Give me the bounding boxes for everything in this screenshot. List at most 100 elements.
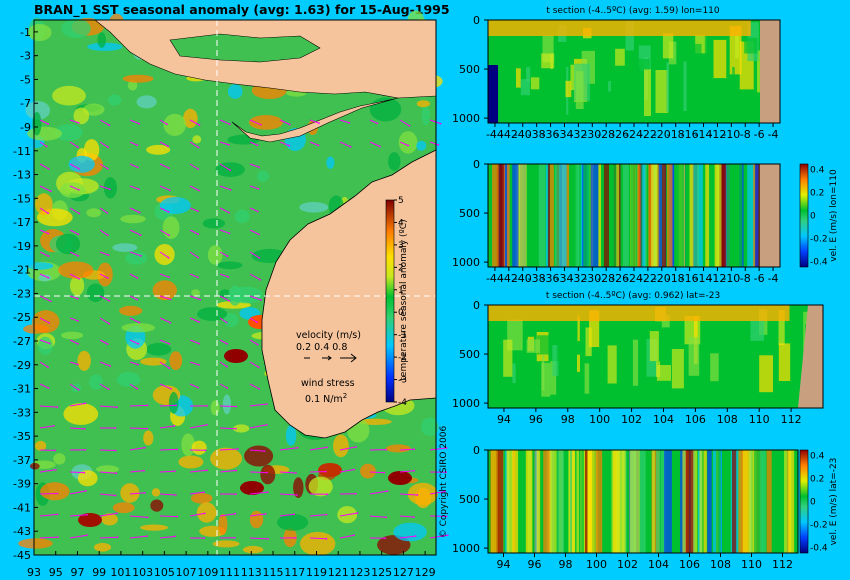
wind-vector: [39, 141, 47, 147]
lat-tick-label: -25: [13, 311, 31, 324]
lat-tick-label: -1: [20, 26, 31, 39]
wind-vector-head: [108, 322, 111, 325]
sst-patch: [35, 440, 47, 451]
wind-vector: [339, 512, 358, 517]
wind-vector-head: [228, 300, 231, 302]
sst-patch: [190, 493, 213, 504]
section-patch: [575, 71, 584, 109]
lon-tick-label: 111: [219, 566, 240, 579]
section-panel-2: 05001000-44-42-40-38-36-34-32-30-28-26-2…: [452, 158, 839, 285]
sst-patch: [59, 182, 86, 199]
wind-vector-head: [47, 232, 50, 235]
wind-vector: [69, 317, 79, 322]
sst-patch: [63, 403, 99, 425]
wind-vector: [219, 405, 237, 407]
wind-vector: [339, 469, 355, 473]
wind-vector: [399, 141, 409, 146]
x-tick-label: -42: [500, 272, 518, 285]
wind-vector: [69, 229, 79, 235]
section-patch: [662, 450, 666, 553]
wind-vector-head: [85, 490, 87, 492]
wind-vector: [189, 361, 200, 366]
section-patch: [503, 339, 513, 377]
wind-vector: [129, 251, 142, 257]
wind-vector-head: [265, 423, 268, 426]
section-patch: [716, 164, 722, 267]
section-patch: [589, 310, 600, 347]
section-patch: [541, 53, 555, 69]
wind-vector-head: [227, 144, 230, 146]
section-patch: [492, 164, 499, 267]
wind-vector-head: [258, 387, 260, 390]
section-patch: [720, 164, 726, 267]
section-patch: [707, 450, 712, 553]
sst-patch: [108, 94, 122, 106]
x-tick-label: -26: [611, 128, 629, 141]
velocity-colorbar-tick: -0.4: [810, 257, 828, 267]
velocity-colorbar: [799, 163, 809, 268]
section-patch: [550, 361, 557, 395]
wind-vector-head: [258, 166, 260, 169]
section-patch: [629, 450, 637, 553]
wind-vector-head: [146, 427, 149, 430]
sst-patch: [61, 18, 91, 39]
cold-patch: [488, 65, 498, 123]
wind-vector-head: [78, 167, 80, 170]
sst-patch: [27, 262, 54, 270]
sst-patch: [168, 391, 179, 414]
section-panel-3: t section (-4..5ºC) (avg: 0.962) lat=-23…: [452, 291, 824, 426]
sst-hot-patch: [78, 513, 102, 527]
copyright: © Copyright CSIRO 2006: [439, 425, 449, 539]
sst-patch: [77, 350, 91, 371]
wind-vector: [129, 427, 148, 430]
wind-vector-head: [237, 448, 239, 450]
panel-title: t section (-4..5ºC) (avg: 0.962) lat=-23: [546, 291, 720, 301]
section-patch: [654, 39, 661, 55]
lat-tick-label: -33: [13, 406, 31, 419]
section-patch: [516, 68, 521, 88]
sst-patch: [223, 313, 239, 327]
x-tick-label: 106: [685, 413, 706, 426]
wind-vector: [99, 512, 117, 517]
section-patch: [682, 450, 688, 553]
lon-tick-label: 119: [306, 566, 327, 579]
wind-vector-head: [197, 276, 199, 279]
sst-patch: [191, 440, 207, 455]
lon-tick-label: 97: [70, 566, 84, 579]
section-patch: [608, 81, 611, 92]
lon-tick-label: 105: [154, 566, 175, 579]
section-patch: [527, 450, 532, 553]
wind-vector-head: [56, 513, 59, 516]
wind-vector: [369, 515, 387, 518]
wind-vector: [429, 534, 448, 539]
wind-stress-scale: 0.1 N/m2: [305, 392, 348, 406]
section-patch: [747, 164, 754, 267]
x-tick-label: -38: [528, 128, 546, 141]
section-patch: [595, 450, 603, 553]
lat-tick-label: -45: [13, 549, 31, 562]
x-tick-label: -38: [528, 272, 546, 285]
wind-vector-head: [267, 538, 269, 540]
x-tick-label: -30: [583, 272, 601, 285]
section-patch: [526, 339, 540, 353]
panel-frame: [487, 449, 799, 554]
wind-vector-head: [77, 363, 79, 366]
y-tick-label: 1000: [452, 397, 480, 410]
wind-vector: [279, 493, 298, 496]
wind-vector-head: [136, 298, 139, 301]
section-patch: [615, 48, 625, 66]
sst-patch: [300, 531, 336, 556]
wind-vector: [159, 470, 175, 473]
section-patch: [644, 69, 651, 116]
section-patch: [549, 164, 554, 267]
sst-patch: [116, 372, 141, 387]
wind-vector: [99, 229, 108, 236]
section-patch: [662, 33, 674, 59]
wind-vector-head: [228, 123, 231, 126]
x-tick-label: -28: [597, 272, 615, 285]
sst-patch: [191, 289, 201, 297]
sst-patch: [183, 108, 198, 129]
wind-vector: [99, 251, 109, 256]
wind-vector-head: [198, 364, 200, 366]
sst-patch: [112, 502, 135, 514]
